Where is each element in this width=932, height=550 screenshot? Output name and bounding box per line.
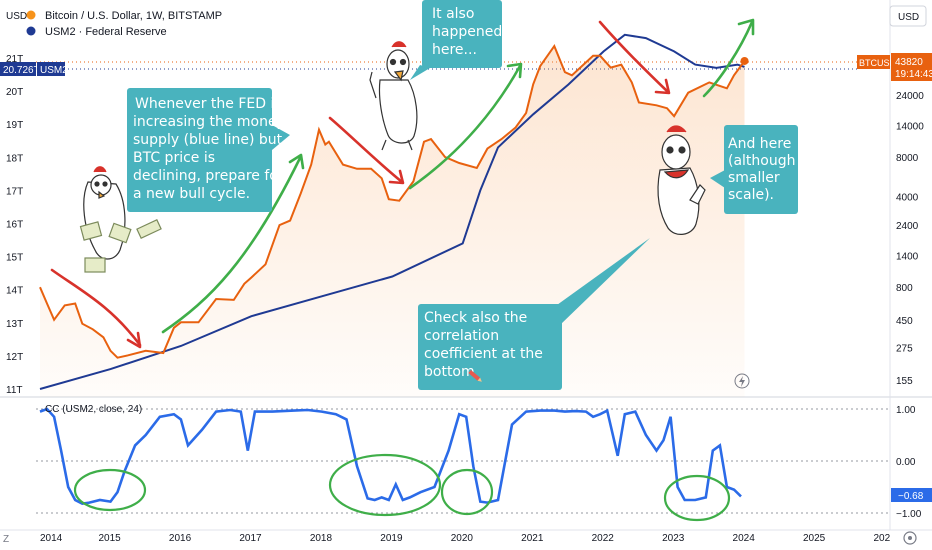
btc-countdown-text: 19:14:43: [895, 69, 932, 80]
left-axis-tick: 16T: [6, 220, 23, 231]
x-tick-label: 202: [873, 533, 890, 544]
cc-value-badge: [891, 488, 932, 502]
red-arrow-head-2018: [388, 169, 405, 185]
m2-value-badge: [0, 62, 36, 76]
red-arrow-2014: [50, 268, 142, 347]
right-axis-tick: 8000: [896, 153, 919, 164]
btc-last-price-dot: [740, 56, 749, 65]
cc-axis-tick: 1.00: [896, 405, 916, 416]
red-arrow-head-2014: [126, 331, 142, 349]
cc-circle-2023: [663, 474, 731, 522]
x-tick-label: 2023: [662, 533, 685, 544]
callout-fed: [127, 88, 272, 212]
right-axis-tick: 1400: [896, 252, 919, 263]
chart-title[interactable]: Bitcoin / U.S. Dollar, 1W, BITSTAMP: [45, 10, 222, 22]
m2-line: [39, 33, 745, 390]
callout-cc-text: Check also the correlation coefficient a…: [424, 310, 547, 380]
red-arrow-2022: [598, 20, 670, 94]
callout-andhere-text: And here (although smaller scale).: [728, 136, 800, 203]
currency-button-right[interactable]: [889, 5, 927, 27]
left-axis-tick: 19T: [6, 120, 23, 131]
left-axis-tick: 21T: [6, 54, 23, 65]
right-axis-tick: 2400: [896, 221, 919, 232]
right-axis-tick: 24000: [896, 91, 924, 102]
symbol-logo: [26, 10, 36, 20]
green-arrow-2023: [702, 20, 754, 98]
m2-value-text: 20.726T: [3, 65, 40, 76]
green-arrow-head-2019: [506, 62, 523, 79]
overlay-logo: [26, 26, 36, 36]
callout-pointer-andhere: [710, 170, 725, 188]
green-uptrend-arrows: [161, 18, 755, 334]
btc-price-line: [39, 44, 746, 359]
green-arrow-2016: [161, 156, 302, 334]
x-tick-label: 2019: [380, 533, 403, 544]
m2-tag-badge: [37, 62, 65, 76]
red-downtrend-arrows: [50, 20, 671, 349]
cc-legend[interactable]: CC (USM2, close, 24): [45, 404, 142, 415]
x-tick-label: 2021: [521, 533, 544, 544]
left-axis-tick: 13T: [6, 319, 23, 330]
x-tick-label: 2016: [169, 533, 192, 544]
btc-price-text: 43820: [895, 57, 923, 68]
cc-circle-2018: [328, 453, 442, 517]
left-axis-tick: 14T: [6, 286, 23, 297]
settings-icon[interactable]: [903, 531, 917, 545]
callout-happened: [422, 0, 502, 68]
btc-tag-text: BTCUSD: [859, 58, 897, 68]
rooster-doodle-right: [657, 125, 706, 235]
right-axis-tick: 275: [896, 344, 913, 355]
rooster-doodle-middle: [369, 41, 418, 151]
red-arrow-2018: [328, 116, 404, 184]
currency-label-right[interactable]: USD: [898, 12, 919, 23]
cc-axis-tick: −1.00: [896, 509, 922, 520]
left-axis-tick: 17T: [6, 186, 23, 197]
red-arrow-head-2022: [654, 78, 671, 95]
left-axis-tick: 12T: [6, 352, 23, 363]
right-axis-tick: 14000: [896, 121, 924, 132]
x-tick-label: 2024: [733, 533, 756, 544]
left-axis-tick: 15T: [6, 253, 23, 264]
x-tick-label: 2015: [98, 533, 121, 544]
x-tick-label: 2020: [451, 533, 474, 544]
right-axis-tick: 155: [896, 376, 913, 387]
correlation-line: [39, 407, 742, 505]
rooster-doodle-left: [79, 166, 162, 273]
left-axis-tick: 18T: [6, 153, 23, 164]
green-arrow-2019: [408, 64, 522, 190]
cc-axis-tick: 0.00: [896, 457, 916, 468]
btc-price-badge: [891, 53, 932, 81]
cc-circle-2020: [440, 468, 494, 516]
callout-fed-text: Whenever the FED is increasing the money…: [133, 96, 289, 202]
cc-highlight-circles: [73, 453, 731, 522]
cc-value-text: −0.68: [898, 491, 924, 502]
green-arrow-head-2016: [288, 153, 305, 170]
x-tick-label: 2014: [40, 533, 63, 544]
callout-pointer-fed: [272, 125, 290, 150]
overlay-title[interactable]: USM2 · Federal Reserve: [45, 26, 167, 38]
left-axis-tick: 20T: [6, 87, 23, 98]
pencil-icon: [468, 369, 482, 382]
x-tick-label: 2022: [592, 533, 615, 544]
cc-circle-2014: [73, 468, 147, 512]
btc-tag-badge: [857, 55, 890, 69]
right-axis-tick: 800: [896, 283, 913, 294]
callout-pointer-cc: [550, 238, 650, 325]
callout-happened-text: It also happened here...: [432, 6, 507, 58]
callout-cc: [418, 304, 562, 390]
callout-andhere: [724, 125, 798, 214]
green-arrow-head-2023: [737, 18, 755, 36]
lightning-icon[interactable]: [734, 373, 750, 389]
x-tick-label: 2017: [239, 533, 262, 544]
x-tick-label: 2025: [803, 533, 826, 544]
callout-pointer-happened: [410, 65, 430, 80]
zoom-z-icon[interactable]: Z: [3, 534, 9, 545]
right-axis-tick: 450: [896, 316, 913, 327]
x-tick-label: 2018: [310, 533, 333, 544]
m2-tag-text: USM2: [40, 65, 68, 76]
currency-label-left[interactable]: USD: [6, 11, 27, 22]
right-axis-tick: 4000: [896, 192, 919, 203]
left-axis-tick: 11T: [6, 385, 23, 396]
